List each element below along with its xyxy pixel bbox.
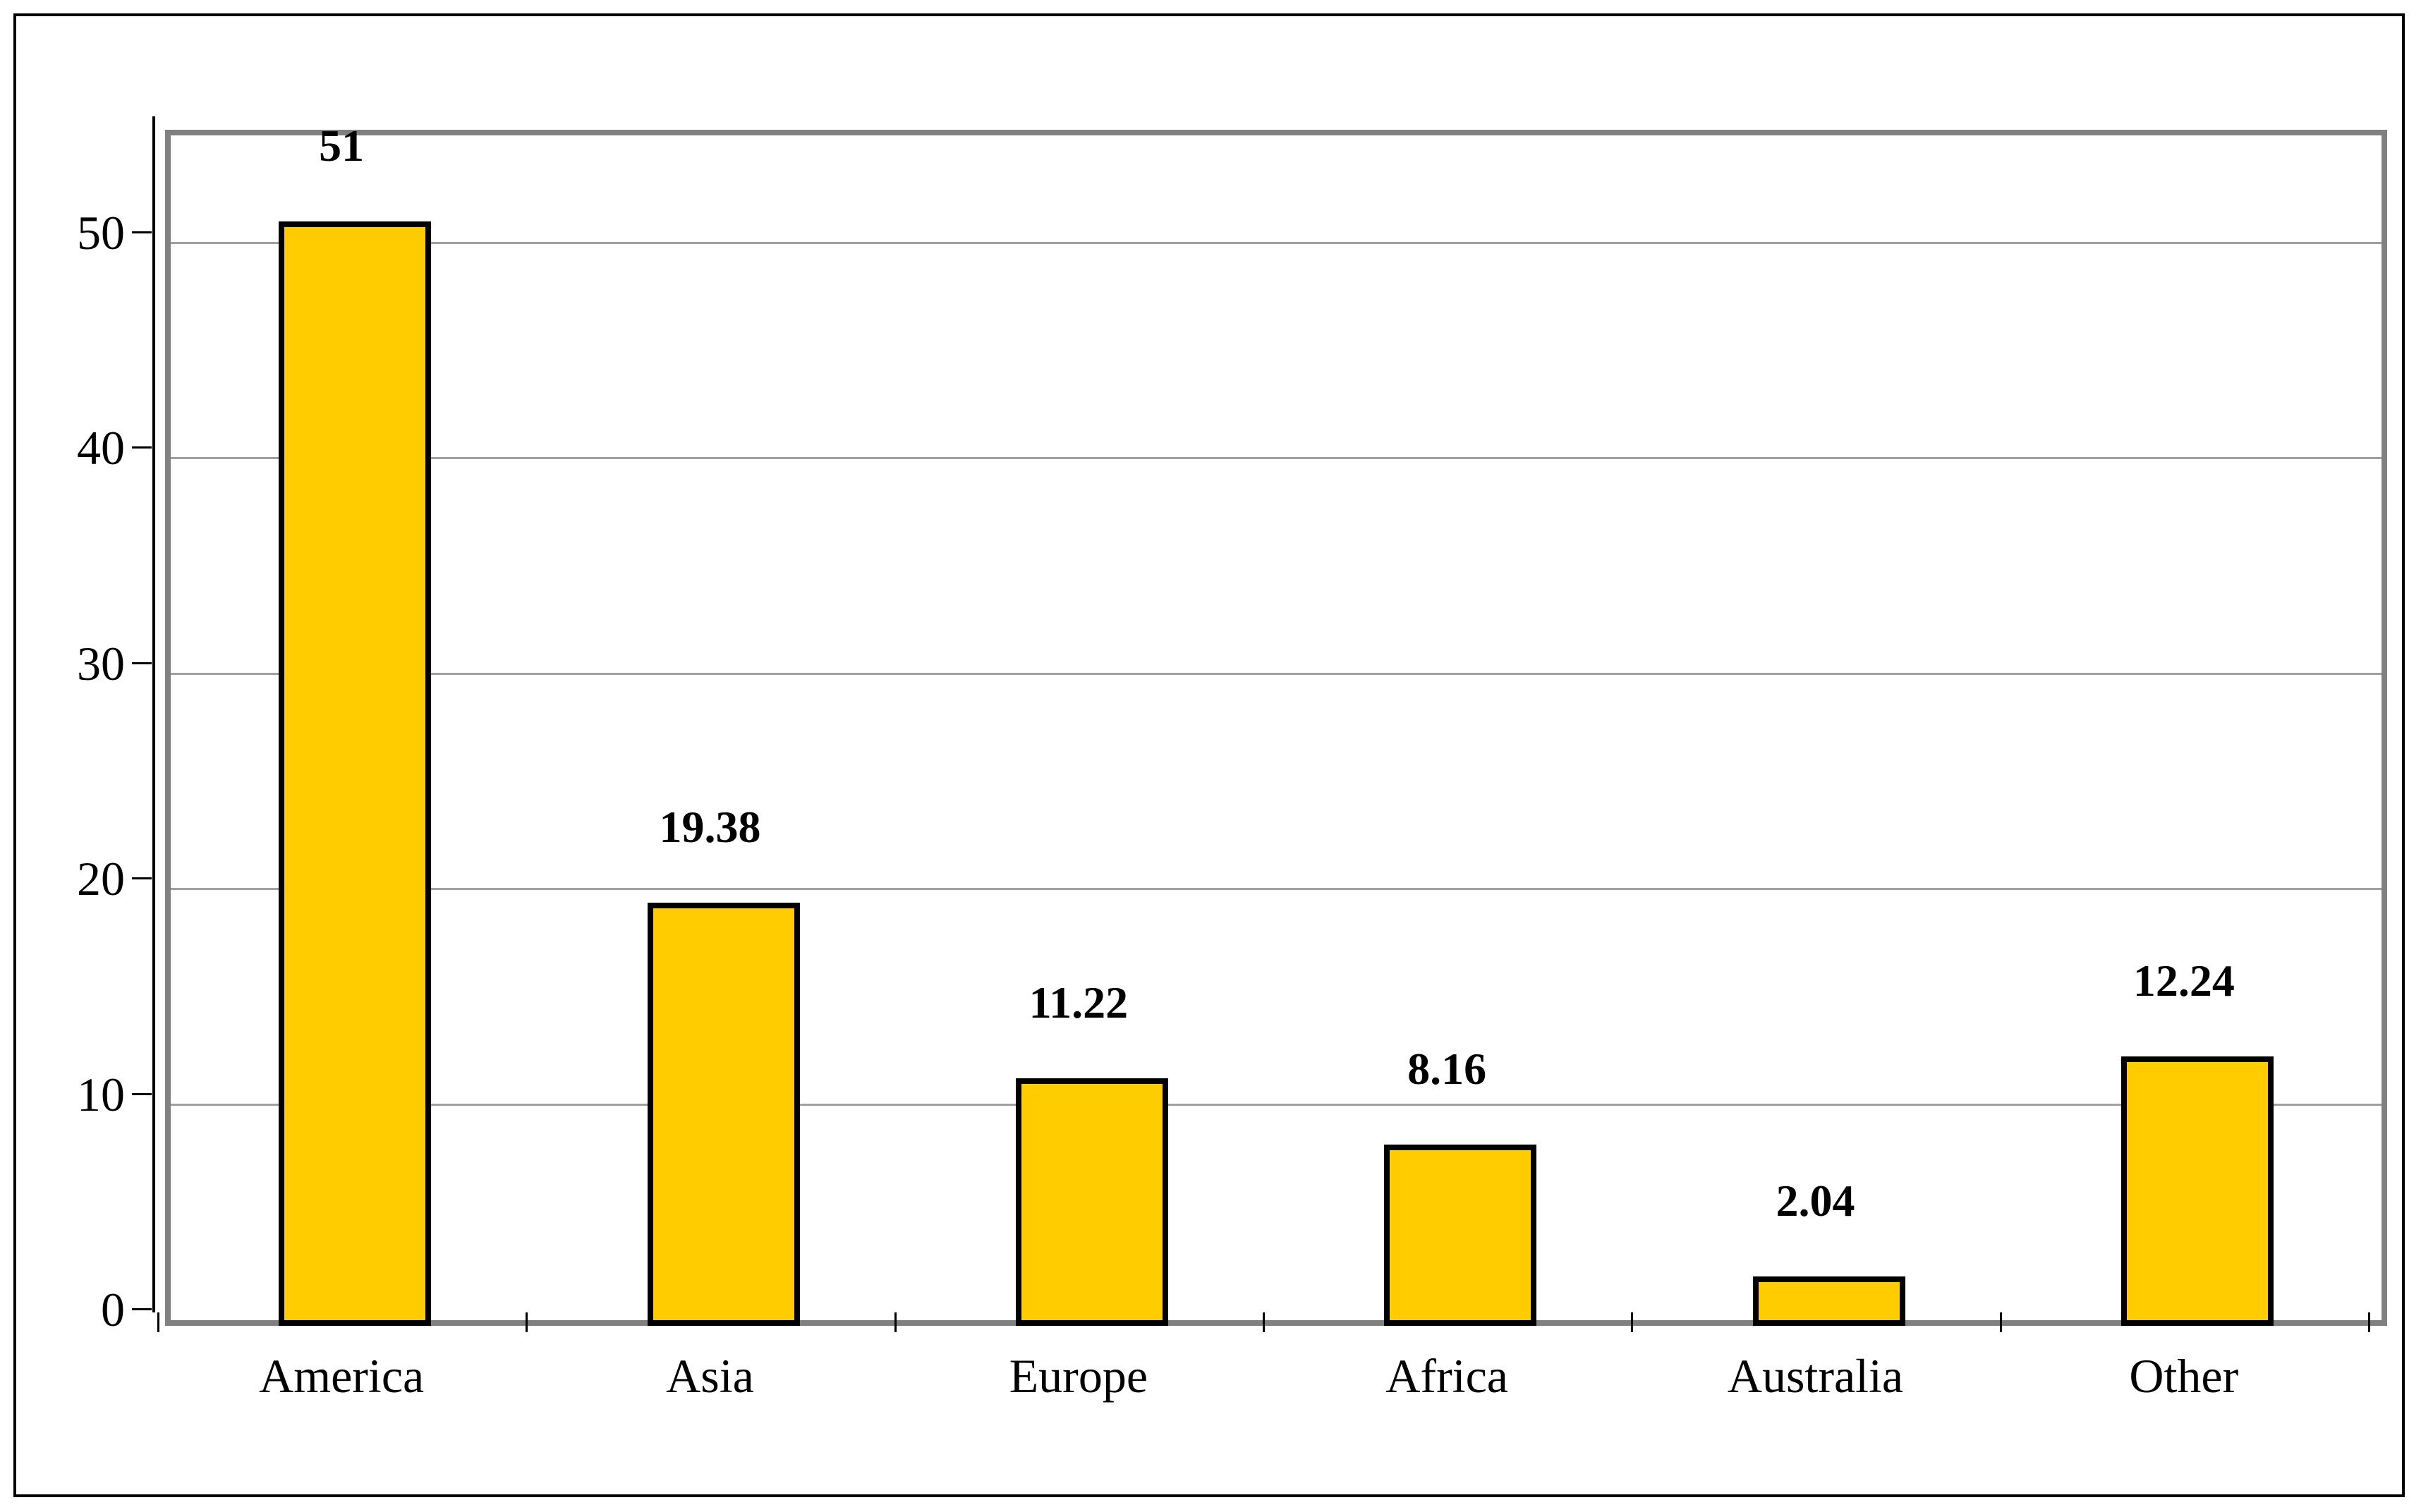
x-axis-tick bbox=[894, 1312, 897, 1332]
x-axis-tick bbox=[1999, 1312, 2002, 1332]
category-label: America bbox=[259, 1349, 425, 1403]
y-axis-tick bbox=[132, 1308, 152, 1310]
y-tick-label: 20 bbox=[77, 852, 125, 906]
y-axis-tick bbox=[132, 446, 152, 449]
bar-value-label: 2.04 bbox=[1776, 1175, 1855, 1226]
y-tick-label: 10 bbox=[77, 1067, 125, 1121]
bar bbox=[1384, 1144, 1537, 1326]
gridline bbox=[171, 241, 2381, 244]
y-tick-label: 40 bbox=[77, 421, 125, 475]
gridline bbox=[171, 457, 2381, 460]
x-axis-tick bbox=[157, 1312, 159, 1332]
bar bbox=[279, 221, 432, 1326]
bar-value-label: 8.16 bbox=[1407, 1043, 1487, 1094]
y-tick-label: 30 bbox=[77, 636, 125, 690]
gridline bbox=[171, 1103, 2381, 1106]
x-axis-tick bbox=[2368, 1312, 2370, 1332]
bar-value-label: 11.22 bbox=[1029, 977, 1129, 1028]
x-axis-tick bbox=[1631, 1312, 1634, 1332]
bar bbox=[2120, 1056, 2274, 1326]
category-label: Africa bbox=[1385, 1349, 1508, 1403]
bar bbox=[1752, 1276, 1905, 1326]
bar-value-label: 12.24 bbox=[2132, 956, 2235, 1006]
y-axis-tick bbox=[132, 231, 152, 233]
y-tick-label: 0 bbox=[101, 1283, 125, 1336]
x-axis-tick bbox=[526, 1312, 528, 1332]
bar bbox=[647, 903, 800, 1326]
category-label: Other bbox=[2129, 1349, 2239, 1403]
category-label: Australia bbox=[1727, 1349, 1904, 1403]
gridline bbox=[171, 888, 2381, 891]
bar bbox=[1015, 1078, 1168, 1326]
category-label: Asia bbox=[666, 1349, 754, 1403]
x-axis-tick bbox=[1263, 1312, 1265, 1332]
y-axis-line bbox=[152, 116, 155, 1312]
y-axis-tick bbox=[132, 877, 152, 880]
y-axis-tick bbox=[132, 662, 152, 664]
bar-value-label: 19.38 bbox=[659, 802, 761, 853]
plot-inner bbox=[171, 135, 2381, 1326]
y-tick-label: 50 bbox=[77, 205, 125, 260]
chart-outer-frame: 0 10 20 30 40 50 51 America 19.38 Asia 11.22 Europe… bbox=[13, 13, 2405, 1497]
bar-value-label: 51 bbox=[319, 121, 365, 171]
category-label: Europe bbox=[1009, 1349, 1148, 1403]
y-axis-tick bbox=[132, 1092, 152, 1095]
gridline bbox=[171, 672, 2381, 675]
plot-area bbox=[165, 130, 2387, 1326]
